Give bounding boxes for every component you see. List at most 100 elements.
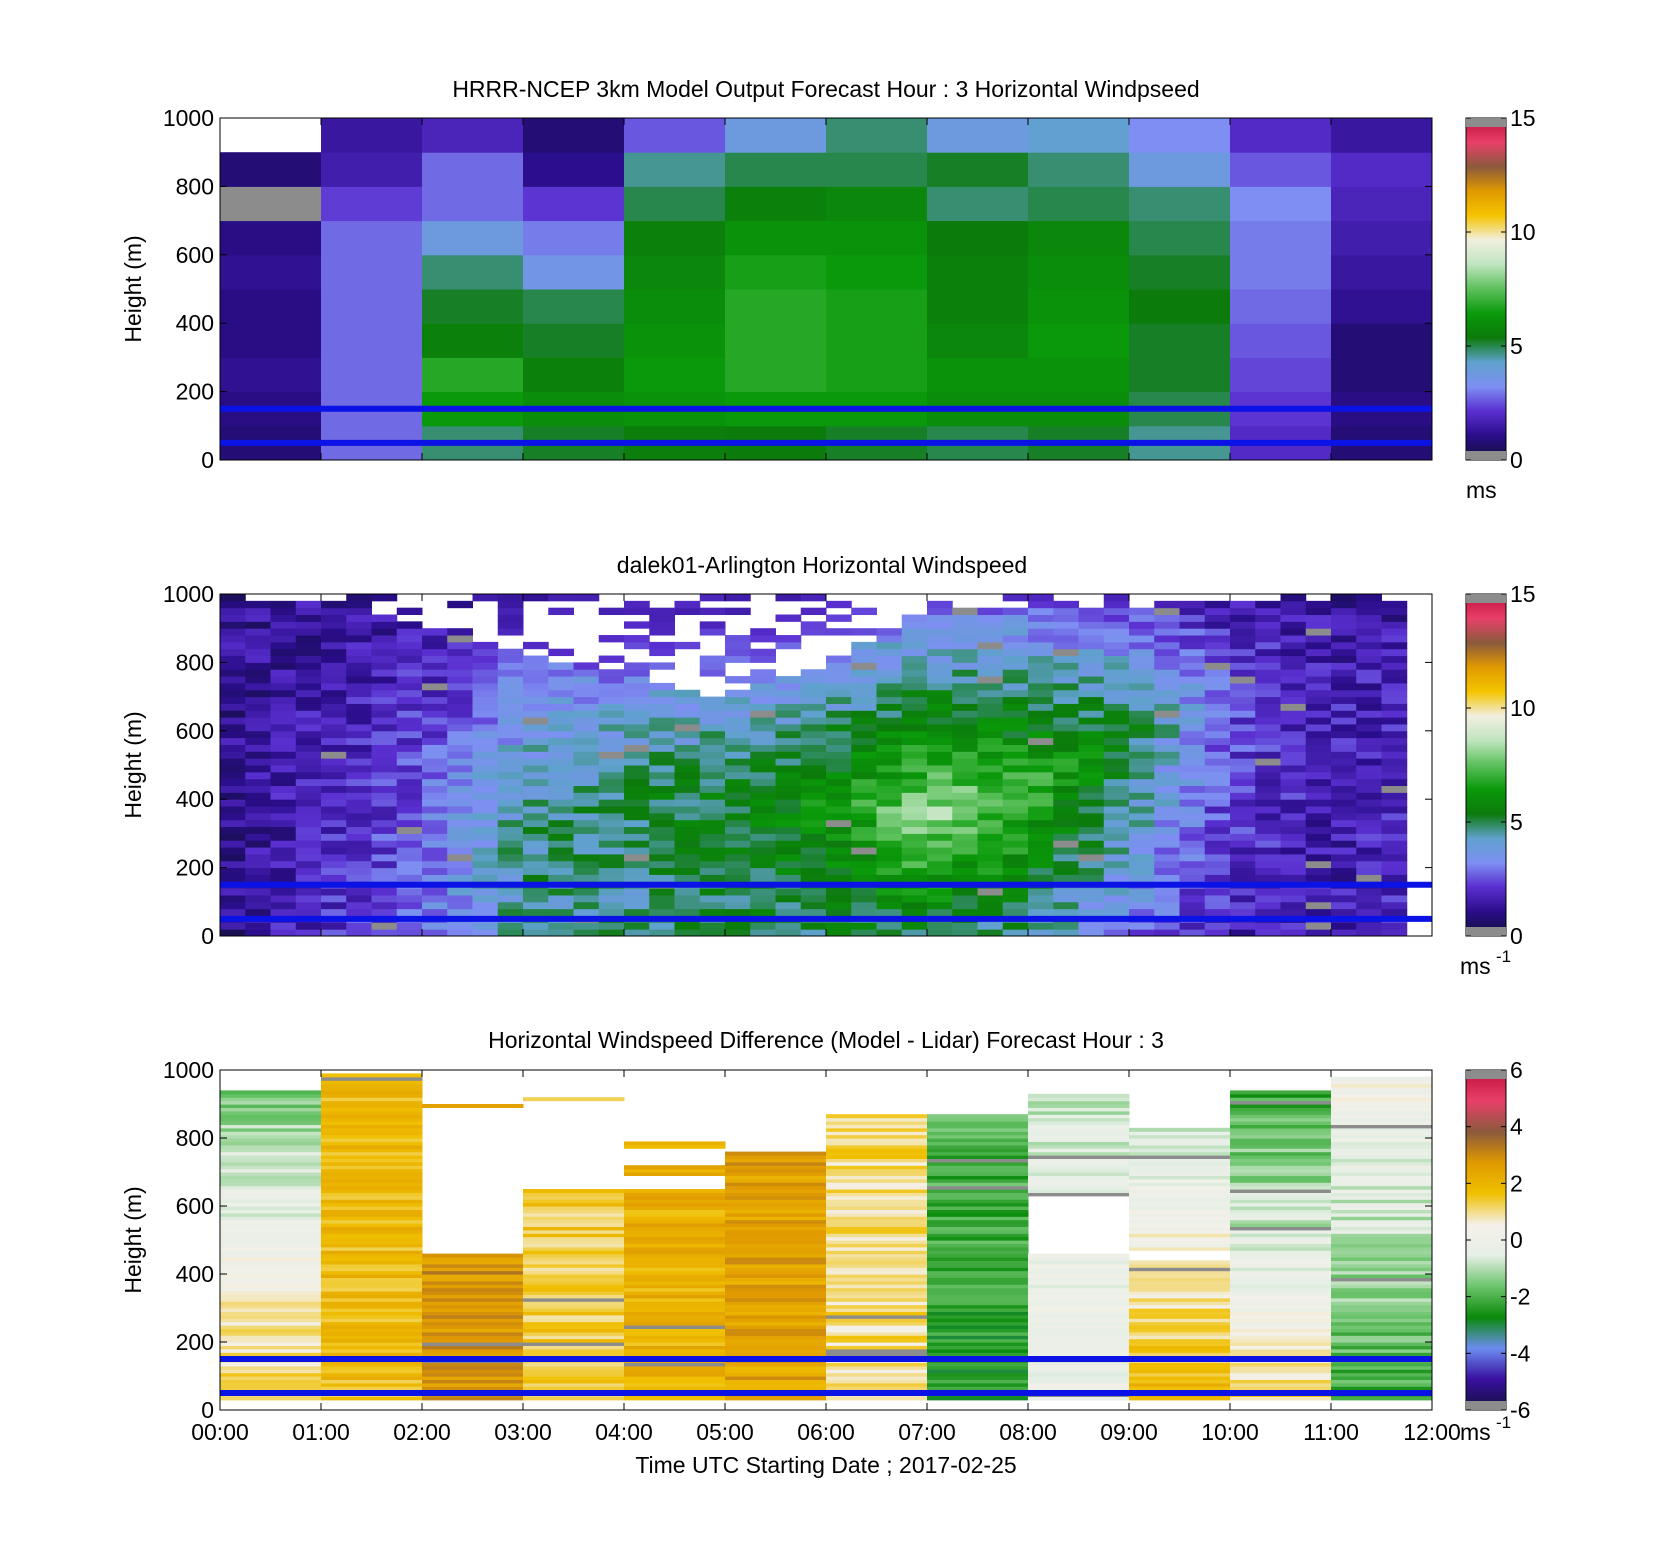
heatmap-cell xyxy=(1028,1093,1130,1098)
heatmap-cell xyxy=(1179,621,1206,629)
heatmap-cell xyxy=(422,669,448,677)
heatmap-cell xyxy=(901,853,928,862)
heatmap-cell xyxy=(1154,710,1180,718)
heatmap-cell xyxy=(1103,594,1130,602)
heatmap-cell xyxy=(422,1294,524,1299)
heatmap-cell xyxy=(523,1335,625,1340)
heatmap-cell xyxy=(1230,1178,1332,1183)
heatmap-cell xyxy=(422,751,448,759)
heatmap-cell xyxy=(624,1243,726,1248)
heatmap-cell xyxy=(1356,894,1382,903)
heatmap-cell xyxy=(1179,819,1206,828)
heatmap-cell xyxy=(725,1175,827,1180)
heatmap-cell xyxy=(1230,186,1332,222)
heatmap-cell xyxy=(321,1114,423,1119)
heatmap-cell xyxy=(1255,723,1281,732)
heatmap-cell xyxy=(548,819,574,828)
heatmap-cell xyxy=(977,703,1004,711)
heatmap-cell xyxy=(220,1318,322,1323)
heatmap-cell xyxy=(321,1206,423,1210)
heatmap-cell xyxy=(396,662,423,670)
heatmap-cell xyxy=(775,594,802,602)
heatmap-cell xyxy=(1381,847,1408,855)
heatmap-cell xyxy=(977,717,1004,725)
heatmap-cell xyxy=(1053,792,1079,800)
heatmap-cell xyxy=(321,635,347,643)
heatmap-cell xyxy=(1078,717,1105,725)
heatmap-cell xyxy=(775,696,802,704)
heatmap-cell xyxy=(321,819,347,828)
heatmap-cell xyxy=(371,682,398,691)
heatmap-cell xyxy=(220,1178,322,1183)
heatmap-cell xyxy=(1331,1386,1432,1391)
heatmap-cell xyxy=(826,1365,928,1370)
heatmap-cell xyxy=(1053,737,1079,745)
heatmap-cell xyxy=(321,771,347,780)
heatmap-cell xyxy=(927,710,953,718)
heatmap-cell xyxy=(800,799,827,807)
heatmap-cell xyxy=(1028,1335,1130,1340)
heatmap-cell xyxy=(1179,682,1206,691)
heatmap-cell xyxy=(220,621,246,629)
heatmap-cell xyxy=(1129,778,1155,787)
heatmap-cell xyxy=(270,696,297,704)
heatmap-cell xyxy=(295,778,322,787)
heatmap-cell xyxy=(573,662,600,670)
heatmap-cell xyxy=(1129,1219,1231,1224)
heatmap-cell xyxy=(1129,1240,1231,1244)
heatmap-cell xyxy=(497,874,524,882)
heatmap-cell xyxy=(750,696,776,704)
heatmap-cell xyxy=(1331,1321,1432,1326)
heatmap-cell xyxy=(927,723,953,732)
heatmap-cell xyxy=(624,1362,726,1367)
heatmap-cell xyxy=(1028,737,1054,745)
heatmap-cell xyxy=(649,614,675,622)
heatmap-cell xyxy=(1129,806,1155,814)
heatmap-cell xyxy=(649,737,675,745)
heatmap-cell xyxy=(1356,703,1382,711)
heatmap-cell xyxy=(1230,662,1256,670)
heatmap-cell xyxy=(1255,730,1281,739)
heatmap-cell xyxy=(1230,1372,1332,1377)
heatmap-cell xyxy=(1129,1161,1231,1166)
heatmap-cell xyxy=(1331,847,1357,855)
heatmap-cell xyxy=(422,1253,524,1258)
heatmap-cell xyxy=(1103,703,1130,711)
heatmap-cell xyxy=(1002,717,1029,725)
heatmap-cell xyxy=(396,737,423,745)
heatmap-cell xyxy=(1356,600,1382,609)
heatmap-cell xyxy=(245,826,271,834)
heatmap-cell xyxy=(422,1328,524,1333)
heatmap-cell xyxy=(725,1291,827,1295)
heatmap-cell xyxy=(674,696,701,704)
heatmap-cell xyxy=(1381,676,1408,684)
heatmap-cell xyxy=(321,812,347,821)
heatmap-cell xyxy=(826,1229,928,1234)
x-tick-label: 03:00 xyxy=(494,1419,552,1445)
heatmap-cell xyxy=(750,717,776,725)
heatmap-cell xyxy=(1129,323,1231,358)
heatmap-cell xyxy=(1230,1127,1332,1132)
heatmap-cell xyxy=(548,833,574,841)
heatmap-cell xyxy=(901,696,928,704)
heatmap-cell xyxy=(472,806,499,814)
heatmap-cell xyxy=(472,676,499,684)
heatmap-cell xyxy=(674,819,701,828)
heatmap-cell xyxy=(523,812,549,821)
heatmap-cell xyxy=(1331,1178,1432,1183)
heatmap-cell xyxy=(775,751,802,759)
heatmap-cell xyxy=(977,894,1004,903)
heatmap-cell xyxy=(901,785,928,793)
heatmap-cell xyxy=(800,607,827,616)
heatmap-cell xyxy=(750,908,776,916)
heatmap-cell xyxy=(927,1338,1029,1343)
heatmap-cell xyxy=(725,1199,827,1204)
heatmap-cell xyxy=(674,600,701,609)
heatmap-cell xyxy=(346,703,372,711)
heatmap-cell xyxy=(725,922,751,930)
heatmap-cell xyxy=(548,888,574,896)
heatmap-cell xyxy=(321,1076,423,1081)
heatmap-cell xyxy=(750,847,776,855)
heatmap-cell xyxy=(523,689,549,698)
heatmap-cell xyxy=(775,840,802,848)
